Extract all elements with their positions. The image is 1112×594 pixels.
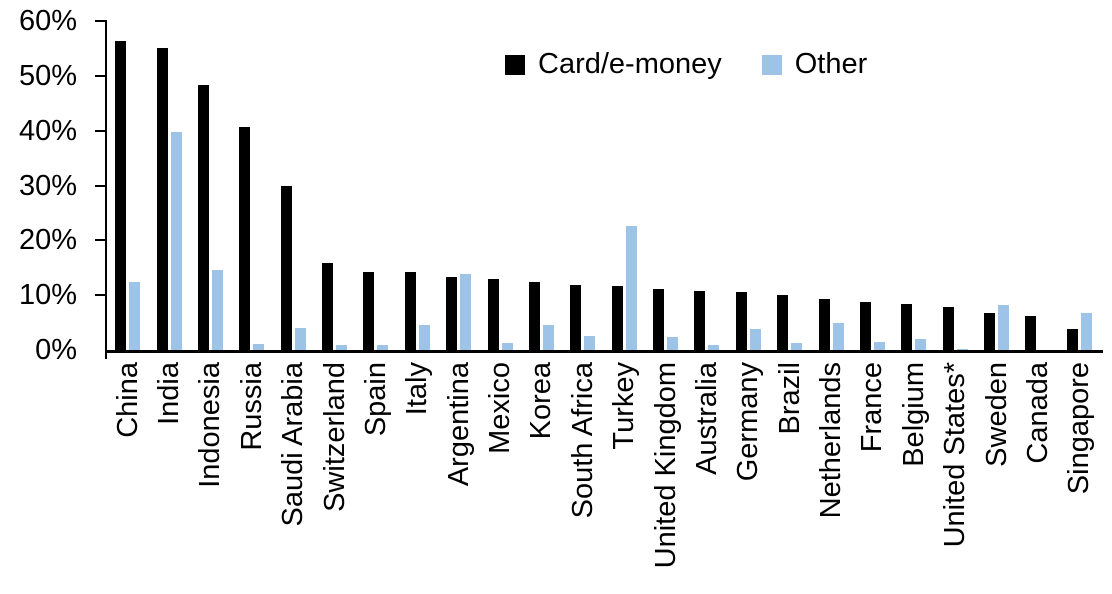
category-label-mexico: Mexico: [484, 362, 517, 454]
bar-card-e-money-india: [156, 48, 168, 350]
bar-other-netherlands: [832, 323, 844, 350]
category-label-spain: Spain: [359, 362, 392, 437]
bar-other-switzerland: [336, 345, 348, 350]
bar-card-e-money-netherlands: [818, 299, 830, 350]
bar-other-united-states-: [956, 348, 968, 350]
category-label-canada: Canada: [1021, 362, 1054, 464]
bar-card-e-money-sweden: [984, 313, 996, 350]
bar-card-e-money-spain: [363, 271, 375, 350]
bar-other-spain: [377, 344, 389, 350]
y-tick-mark-30: [95, 184, 105, 187]
bar-card-e-money-canada: [1025, 316, 1037, 350]
legend-item-card-e-money: Card/e-money: [505, 48, 722, 81]
category-label-argentina: Argentina: [442, 362, 475, 487]
category-label-turkey: Turkey: [608, 362, 641, 450]
bar-other-italy: [418, 324, 430, 350]
bar-other-belgium: [915, 339, 927, 350]
y-tick-mark-20: [95, 239, 105, 242]
bar-other-australia: [708, 345, 720, 350]
bar-other-korea: [542, 324, 554, 350]
y-tick-mark-50: [95, 74, 105, 77]
bar-card-e-money-china: [115, 41, 127, 350]
y-tick-mark-10: [95, 294, 105, 297]
bar-other-sweden: [998, 305, 1010, 350]
category-label-united-kingdom: United Kingdom: [649, 362, 682, 569]
category-label-saudi-arabia: Saudi Arabia: [277, 362, 310, 527]
card-e-money-swatch-icon: [505, 54, 525, 75]
bar-other-south-africa: [584, 336, 596, 350]
bar-other-china: [129, 282, 141, 350]
bar-card-e-money-australia: [694, 290, 706, 350]
y-tick-mark-40: [95, 129, 105, 132]
bar-other-russia: [253, 343, 265, 350]
bar-other-saudi-arabia: [294, 328, 306, 350]
bar-card-e-money-turkey: [611, 286, 623, 350]
bar-card-e-money-france: [859, 302, 871, 350]
bar-other-brazil: [791, 343, 803, 350]
x-axis-line: [105, 350, 1103, 353]
category-label-singapore: Singapore: [1063, 362, 1096, 495]
chart-legend: Card/e-money Other: [505, 48, 867, 81]
category-label-brazil: Brazil: [773, 362, 806, 435]
category-label-australia: Australia: [690, 362, 723, 475]
category-label-italy: Italy: [401, 362, 434, 416]
bar-other-germany: [749, 328, 761, 350]
bar-other-turkey: [625, 225, 637, 350]
bar-other-india: [170, 131, 182, 350]
category-label-south-africa: South Africa: [566, 362, 599, 519]
legend-label-other: Other: [794, 48, 868, 80]
category-label-germany: Germany: [732, 362, 765, 482]
bar-card-e-money-saudi-arabia: [280, 185, 292, 350]
category-label-sweden: Sweden: [980, 362, 1013, 467]
bar-card-e-money-mexico: [487, 279, 499, 350]
bar-card-e-money-belgium: [901, 304, 913, 350]
category-label-korea: Korea: [525, 362, 558, 440]
y-tick-label-40: 40%: [18, 114, 77, 147]
legend-item-other: Other: [761, 48, 868, 81]
y-tick-label-10: 10%: [18, 279, 77, 312]
category-label-netherlands: Netherlands: [815, 362, 848, 519]
y-tick-label-0: 0%: [35, 334, 77, 366]
category-label-india: India: [153, 362, 186, 425]
bar-card-e-money-argentina: [446, 276, 458, 350]
y-tick-mark-60: [95, 20, 105, 23]
y-tick-label-20: 20%: [18, 224, 77, 257]
bar-other-indonesia: [211, 269, 223, 350]
category-label-france: France: [856, 362, 889, 453]
bar-card-e-money-germany: [735, 291, 747, 350]
y-tick-label-50: 50%: [18, 59, 77, 92]
category-label-indonesia: Indonesia: [194, 362, 227, 488]
category-label-switzerland: Switzerland: [318, 362, 351, 512]
bar-card-e-money-united-kingdom: [653, 288, 665, 350]
bar-card-e-money-singapore: [1066, 328, 1078, 350]
bar-card-e-money-indonesia: [197, 84, 209, 350]
bar-other-argentina: [460, 273, 472, 350]
bar-card-e-money-united-states-: [942, 306, 954, 350]
y-tick-label-30: 30%: [18, 169, 77, 202]
other-swatch-icon: [761, 54, 782, 75]
bar-other-united-kingdom: [667, 336, 679, 350]
bar-other-france: [873, 341, 885, 350]
y-tick-label-60: 60%: [18, 5, 77, 38]
category-label-china: China: [111, 362, 144, 438]
bar-card-e-money-brazil: [777, 295, 789, 350]
bar-other-mexico: [501, 342, 513, 350]
axis-corner-tick: [105, 353, 107, 359]
bar-other-singapore: [1080, 313, 1092, 350]
legend-label-card-e-money: Card/e-money: [538, 48, 722, 80]
category-label-united-states-: United States*: [939, 362, 972, 548]
bar-card-e-money-switzerland: [322, 263, 334, 350]
y-axis-line: [105, 20, 107, 353]
category-label-russia: Russia: [235, 362, 268, 451]
bar-card-e-money-russia: [239, 127, 251, 350]
bar-card-e-money-italy: [404, 272, 416, 350]
bar-card-e-money-south-africa: [570, 285, 582, 350]
category-label-belgium: Belgium: [897, 362, 930, 467]
bar-card-e-money-korea: [528, 282, 540, 350]
